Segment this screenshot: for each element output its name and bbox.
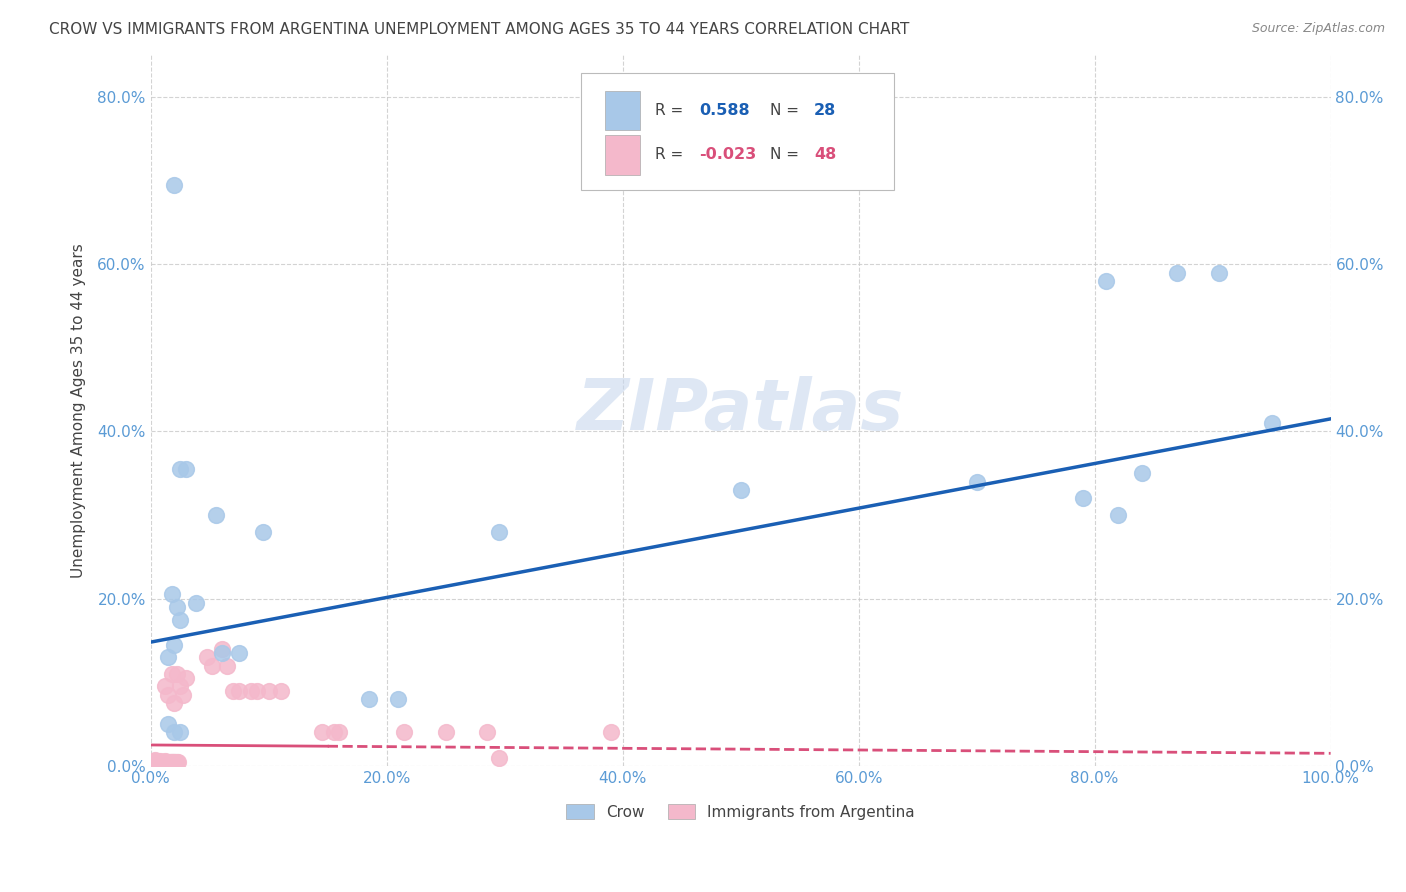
Point: [246, 683, 269, 698]
Point: [166, 755, 188, 769]
Point: [1095, 274, 1118, 288]
Text: CROW VS IMMIGRANTS FROM ARGENTINA UNEMPLOYMENT AMONG AGES 35 TO 44 YEARS CORRELA: CROW VS IMMIGRANTS FROM ARGENTINA UNEMPL…: [49, 22, 910, 37]
Point: [357, 692, 380, 706]
Point: [153, 680, 176, 694]
Point: [222, 683, 245, 698]
FancyBboxPatch shape: [605, 91, 640, 129]
Legend: Crow, Immigrants from Argentina: Crow, Immigrants from Argentina: [561, 797, 921, 826]
Point: [163, 638, 186, 652]
Point: [157, 755, 180, 769]
Text: N =: N =: [770, 147, 804, 162]
FancyBboxPatch shape: [581, 73, 894, 190]
Point: [160, 755, 183, 769]
Point: [394, 725, 416, 739]
Point: [162, 755, 184, 769]
Text: 48: 48: [814, 147, 837, 162]
Point: [150, 755, 173, 769]
Point: [257, 683, 280, 698]
Point: [166, 755, 188, 769]
Point: [322, 725, 344, 739]
Point: [143, 754, 166, 768]
Point: [169, 462, 191, 476]
Point: [157, 717, 180, 731]
Point: [184, 596, 207, 610]
Point: [201, 658, 224, 673]
Point: [169, 613, 191, 627]
Point: [252, 524, 274, 539]
Point: [172, 688, 194, 702]
Point: [160, 587, 183, 601]
Point: [156, 755, 179, 769]
Point: [966, 475, 988, 489]
Point: [163, 178, 186, 192]
Point: [1166, 266, 1188, 280]
Point: [174, 462, 197, 476]
Point: [159, 755, 181, 769]
Point: [152, 755, 174, 769]
Y-axis label: Unemployment Among Ages 35 to 44 years: Unemployment Among Ages 35 to 44 years: [72, 244, 86, 578]
Point: [328, 725, 350, 739]
Point: [270, 683, 292, 698]
Text: -0.023: -0.023: [699, 147, 756, 162]
Point: [166, 666, 188, 681]
Point: [157, 650, 180, 665]
Point: [155, 755, 177, 769]
Point: [1107, 508, 1129, 522]
Text: N =: N =: [770, 103, 804, 118]
Point: [434, 725, 457, 739]
Point: [153, 754, 176, 768]
Point: [148, 755, 170, 769]
Point: [1208, 266, 1230, 280]
Point: [142, 755, 165, 769]
Point: [159, 755, 181, 769]
Point: [240, 683, 263, 698]
Point: [163, 725, 186, 739]
Point: [146, 755, 169, 769]
Point: [195, 650, 218, 665]
FancyBboxPatch shape: [605, 136, 640, 175]
Point: [166, 599, 188, 614]
Point: [475, 725, 498, 739]
Text: R =: R =: [655, 147, 688, 162]
Point: [217, 658, 239, 673]
Point: [1130, 467, 1153, 481]
Point: [165, 755, 187, 769]
Point: [730, 483, 752, 497]
Text: ZIPatlas: ZIPatlas: [576, 376, 904, 445]
Point: [228, 646, 250, 660]
Point: [157, 688, 180, 702]
Point: [211, 641, 233, 656]
Point: [228, 683, 250, 698]
Point: [160, 666, 183, 681]
Point: [163, 696, 186, 710]
Point: [1260, 416, 1282, 430]
Point: [204, 508, 226, 522]
Text: 0.588: 0.588: [699, 103, 749, 118]
Point: [169, 680, 191, 694]
Text: Source: ZipAtlas.com: Source: ZipAtlas.com: [1251, 22, 1385, 36]
Text: 28: 28: [814, 103, 837, 118]
Point: [145, 754, 167, 768]
Point: [163, 755, 186, 769]
Point: [174, 671, 197, 685]
Point: [211, 646, 233, 660]
Point: [1071, 491, 1094, 506]
Point: [149, 754, 172, 768]
Point: [311, 725, 333, 739]
Point: [488, 750, 510, 764]
Point: [152, 755, 174, 769]
Point: [169, 725, 191, 739]
Point: [387, 692, 409, 706]
Text: R =: R =: [655, 103, 688, 118]
Point: [599, 725, 621, 739]
Point: [488, 524, 510, 539]
Point: [145, 753, 167, 767]
